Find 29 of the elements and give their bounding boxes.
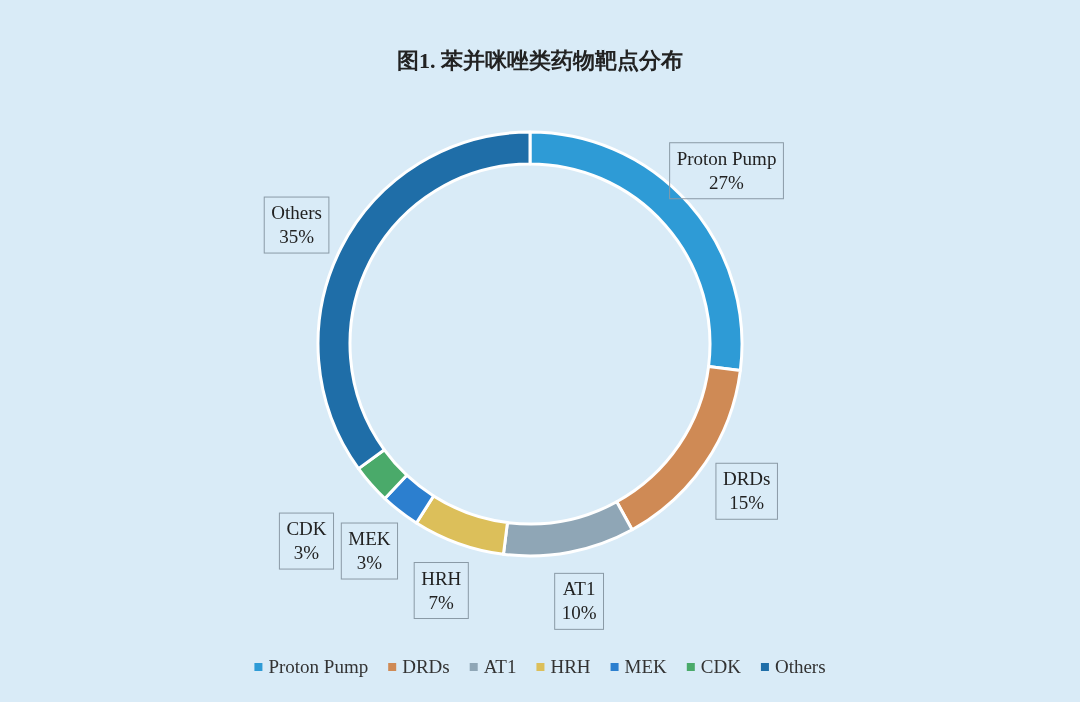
chart-title: 图1. 苯并咪唑类药物靶点分布 — [397, 48, 683, 73]
data-label: 3% — [293, 542, 320, 564]
label: DRDs 15% — [715, 462, 778, 520]
legend-label: Others — [774, 656, 826, 677]
slice-label: Others — [271, 202, 322, 224]
label: CDK 3% — [278, 512, 335, 570]
slice-label: CDK — [286, 518, 327, 540]
slice-label: MEK — [348, 528, 391, 550]
legend-label: HRH — [550, 656, 591, 677]
data-label: 15% — [729, 492, 765, 514]
legend-label: AT1 — [483, 656, 517, 677]
legend-label: DRDs — [402, 656, 450, 677]
data-label: 3% — [356, 552, 383, 574]
label: Others 35% — [263, 196, 330, 254]
label: HRH 7% — [413, 562, 469, 619]
legend-label: MEK — [624, 656, 668, 677]
data-label: 7% — [428, 591, 455, 613]
data-label: 35% — [279, 226, 315, 248]
label: Proton Pump 27% — [669, 142, 784, 200]
slice-label: AT1 — [562, 578, 596, 600]
label: MEK 3% — [340, 522, 399, 580]
label: AT1 10% — [554, 572, 604, 630]
legend-label: Proton Pump — [268, 656, 369, 677]
legend-label: CDK — [700, 656, 742, 677]
slice-label: DRDs — [722, 468, 771, 490]
data-label: 27% — [709, 171, 745, 193]
slice-label: Proton Pump — [676, 147, 777, 169]
data-label: 10% — [561, 602, 597, 624]
slice-label: HRH — [421, 567, 462, 589]
